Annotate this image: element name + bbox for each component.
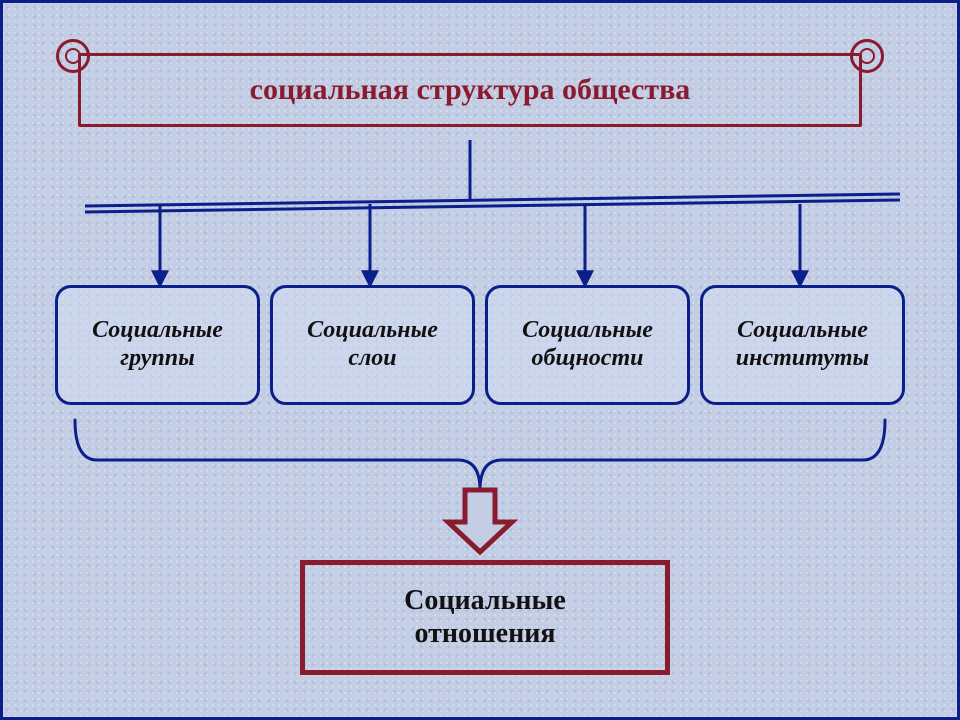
leaf-line1: Социальные xyxy=(522,317,653,343)
leaf-label: Социальные группы xyxy=(92,317,223,372)
leaf-line2: общности xyxy=(532,345,644,371)
leaf-social-communities: Социальные общности xyxy=(485,285,690,405)
leaf-social-institutions: Социальные институты xyxy=(700,285,905,405)
result-label: Социальные отношения xyxy=(404,585,566,649)
leaf-label: Социальные слои xyxy=(307,317,438,372)
title-scroll: социальная структура общества xyxy=(60,45,880,135)
leaf-social-groups: Социальные группы xyxy=(55,285,260,405)
leaf-line2: группы xyxy=(120,345,195,371)
result-line1: Социальные xyxy=(404,585,566,616)
leaf-label: Социальные общности xyxy=(522,317,653,372)
leaf-line1: Социальные xyxy=(307,317,438,343)
leaf-line2: слои xyxy=(348,345,396,371)
leaf-line1: Социальные xyxy=(737,317,868,343)
leaf-line2: институты xyxy=(736,345,869,371)
leaf-social-layers: Социальные слои xyxy=(270,285,475,405)
leaf-label: Социальные институты xyxy=(736,317,869,372)
title-text: социальная структура общества xyxy=(250,73,691,107)
result-line2: отношения xyxy=(414,618,555,649)
leaf-line1: Социальные xyxy=(92,317,223,343)
result-box: Социальные отношения xyxy=(300,560,670,675)
title-box: социальная структура общества xyxy=(78,53,862,127)
